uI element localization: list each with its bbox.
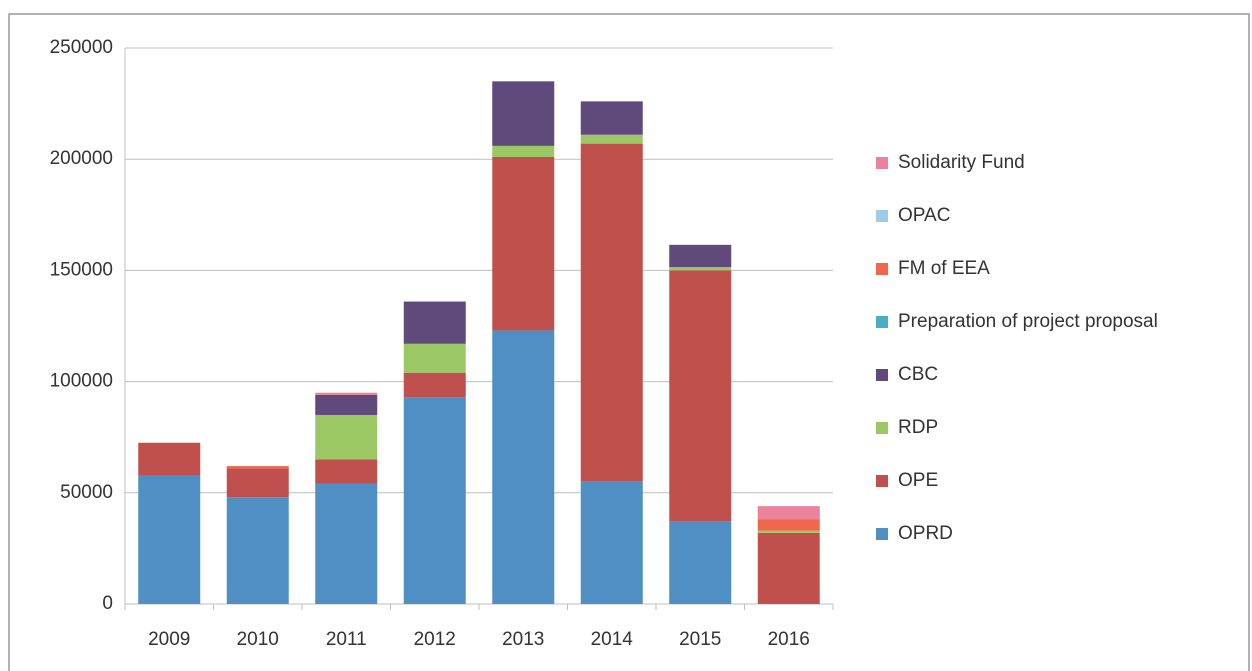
legend-label: RDP bbox=[898, 417, 938, 438]
bar-segment bbox=[138, 442, 201, 476]
bar-segment bbox=[226, 497, 289, 604]
bar-segment bbox=[226, 466, 289, 469]
bar-segment bbox=[580, 481, 643, 604]
y-tick-label: 150000 bbox=[50, 259, 113, 280]
bar-segment bbox=[757, 532, 820, 604]
bar-segment bbox=[492, 145, 555, 157]
legend-swatch bbox=[876, 210, 888, 222]
bar-segment bbox=[403, 372, 466, 398]
bar-segment bbox=[492, 330, 555, 604]
bar-segment bbox=[669, 244, 732, 268]
bar-segment bbox=[315, 459, 378, 484]
legend-label: OPAC bbox=[898, 205, 950, 226]
x-tick-label: 2009 bbox=[148, 629, 190, 650]
x-tick-label: 2011 bbox=[326, 629, 367, 650]
legend-swatch bbox=[876, 369, 888, 381]
bar-segment bbox=[226, 468, 289, 498]
bar-segment bbox=[315, 414, 378, 460]
x-tick-label: 2012 bbox=[414, 629, 456, 650]
legend-swatch bbox=[876, 157, 888, 169]
y-tick-label: 50000 bbox=[60, 482, 113, 503]
legend-swatch bbox=[876, 475, 888, 487]
y-tick-label: 200000 bbox=[50, 148, 113, 169]
bar-segment bbox=[580, 143, 643, 482]
bar-segment bbox=[492, 156, 555, 331]
bar-segment bbox=[315, 483, 378, 604]
x-tick-label: 2013 bbox=[502, 629, 544, 650]
legend-swatch bbox=[876, 528, 888, 540]
bar-segment bbox=[403, 301, 466, 344]
bar-segment bbox=[580, 101, 643, 135]
legend-label: CBC bbox=[898, 364, 938, 385]
y-tick-label: 0 bbox=[102, 593, 113, 614]
legend-swatch bbox=[876, 316, 888, 328]
bar-segment bbox=[403, 343, 466, 373]
bar-segment bbox=[757, 519, 820, 531]
bar-segment bbox=[403, 397, 466, 604]
bar-segment bbox=[315, 392, 378, 395]
bar-segment bbox=[669, 521, 732, 604]
legend-swatch bbox=[876, 422, 888, 434]
x-tick-label: 2014 bbox=[591, 629, 634, 650]
bar-segment bbox=[315, 394, 378, 415]
legend-label: FM of EEA bbox=[898, 258, 990, 279]
x-tick-label: 2010 bbox=[237, 629, 279, 650]
bar-segment bbox=[580, 134, 643, 144]
bar-segment bbox=[669, 267, 732, 271]
y-tick-label: 250000 bbox=[50, 37, 113, 58]
legend-label: OPE bbox=[898, 470, 938, 491]
legend-label: Preparation of project proposal bbox=[898, 311, 1158, 332]
legend-label: OPRD bbox=[898, 523, 953, 544]
x-tick-label: 2016 bbox=[768, 629, 810, 650]
legend-label: Solidarity Fund bbox=[898, 152, 1025, 173]
bar-segment bbox=[138, 475, 201, 604]
y-tick-label: 100000 bbox=[50, 371, 113, 392]
legend-swatch bbox=[876, 263, 888, 275]
bar-segment bbox=[492, 81, 555, 146]
x-tick-label: 2015 bbox=[679, 629, 721, 650]
bar-segment bbox=[757, 506, 820, 520]
bar-segment bbox=[757, 530, 820, 533]
bar-segment bbox=[669, 270, 732, 522]
